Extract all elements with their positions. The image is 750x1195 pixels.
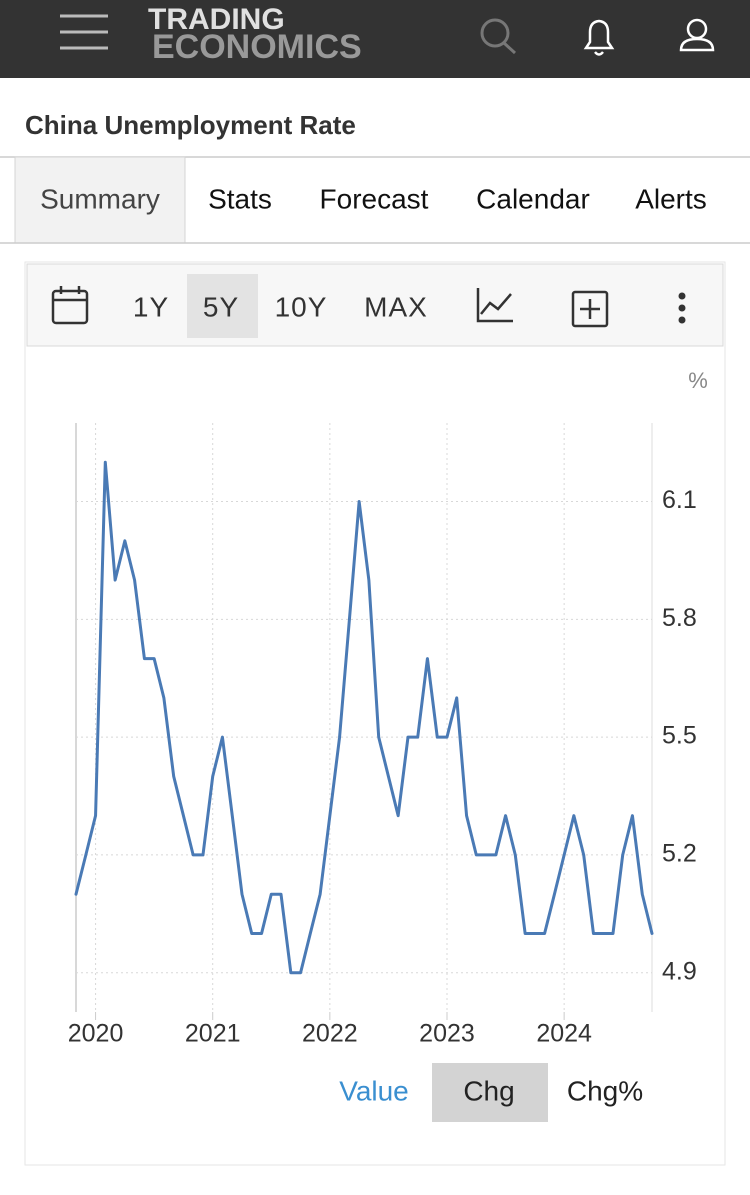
more-dot — [678, 304, 686, 312]
add-frame — [571, 290, 609, 328]
unit-label: % — [688, 368, 708, 393]
tab[interactable]: Stats — [208, 183, 272, 214]
more-dot — [678, 316, 686, 324]
logo[interactable]: TRADING — [148, 3, 285, 36]
menu-icon[interactable] — [60, 14, 108, 50]
active-range — [187, 274, 258, 338]
chart-panel — [24, 261, 726, 1166]
chart-type-line — [480, 293, 512, 315]
more-icon[interactable] — [678, 292, 686, 324]
mode-button[interactable]: Value — [339, 1075, 409, 1106]
more-dot — [678, 292, 686, 300]
ranges: 1Y 5Y 10Y MAX — [133, 291, 428, 322]
search-icon[interactable] — [480, 18, 517, 55]
range-button[interactable]: 1Y — [133, 291, 169, 322]
tabs: Summary Stats Forecast Calendar Alerts — [40, 183, 707, 214]
tab[interactable]: Forecast — [320, 183, 429, 214]
search-handle — [502, 41, 517, 55]
user-icon[interactable] — [679, 18, 715, 52]
y-tick-label: 5.8 — [662, 604, 697, 632]
search-circle — [480, 18, 510, 48]
calendar-frame — [51, 289, 89, 325]
active-tab — [14, 156, 186, 244]
header-bar — [0, 0, 750, 78]
data-line — [74, 460, 654, 975]
user-body — [679, 37, 715, 52]
bell-icon[interactable] — [583, 19, 615, 56]
active-button — [432, 1063, 548, 1122]
range-button[interactable]: 5Y — [203, 291, 239, 322]
y-tick-label: 5.5 — [662, 722, 697, 750]
y-tick-label: 4.9 — [662, 957, 697, 985]
tab[interactable]: Summary — [40, 183, 160, 214]
chart-type-icon[interactable] — [476, 288, 513, 323]
x-tick-label: 2021 — [185, 1020, 241, 1048]
chart-type-axes — [476, 288, 513, 323]
range-button[interactable]: 10Y — [275, 291, 328, 322]
mode-button[interactable]: Chg — [463, 1075, 514, 1106]
calendar-icon[interactable] — [51, 286, 89, 325]
logo[interactable]: ECONOMICS — [152, 28, 362, 66]
y-tick-label: 6.1 — [662, 486, 697, 514]
x-tick-label: 2022 — [302, 1020, 358, 1048]
x-tick-label: 2023 — [419, 1020, 475, 1048]
x-tick-label: 2020 — [68, 1020, 124, 1048]
page-title: China Unemployment Rate — [25, 110, 356, 140]
mode-button[interactable]: Chg% — [567, 1075, 643, 1106]
tab[interactable]: Alerts — [635, 183, 707, 214]
range-button[interactable]: MAX — [364, 291, 428, 322]
x-tick-label: 2024 — [536, 1020, 592, 1048]
buttons: Value Chg Chg% — [339, 1075, 643, 1106]
tab[interactable]: Calendar — [476, 183, 590, 214]
bell-body — [583, 19, 615, 50]
add-icon[interactable] — [571, 290, 609, 328]
bell-clapper — [594, 51, 604, 56]
plot: 4.9 5.2 5.5 5.8 6.1 2020 2021 2022 2023 2024 — [68, 423, 697, 1048]
y-tick-label: 5.2 — [662, 840, 697, 868]
